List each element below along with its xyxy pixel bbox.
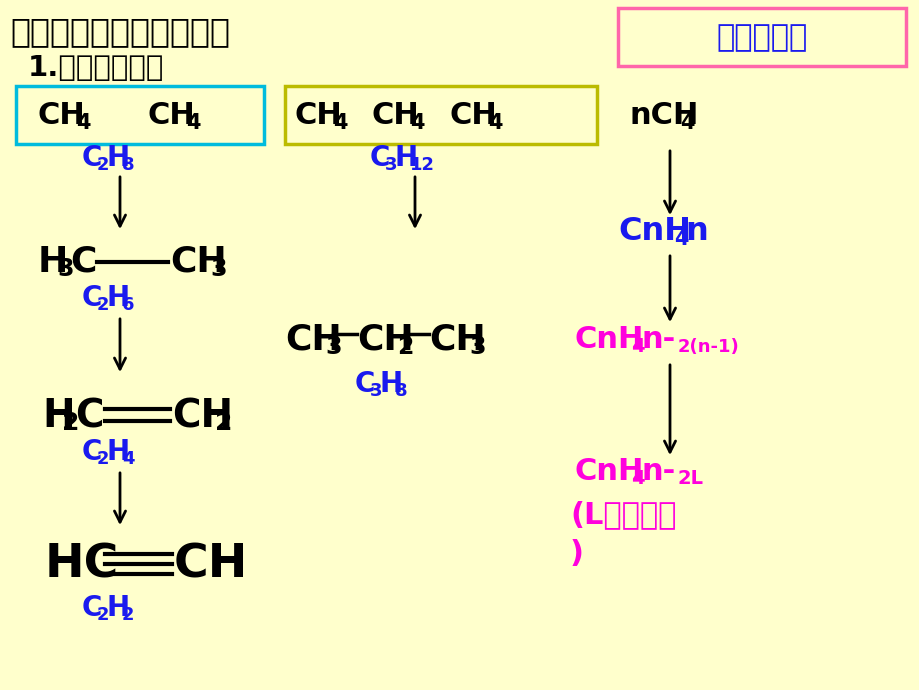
Text: 4: 4	[333, 113, 347, 133]
Text: H: H	[380, 370, 403, 398]
Text: 4: 4	[487, 113, 502, 133]
Text: 4: 4	[679, 113, 694, 133]
Text: 2(n-1): 2(n-1)	[677, 338, 739, 356]
Text: 2: 2	[62, 411, 79, 435]
Text: C: C	[82, 594, 102, 622]
Text: 2: 2	[215, 411, 233, 435]
Text: 2: 2	[122, 606, 134, 624]
Text: CnH: CnH	[574, 457, 643, 486]
Text: CH: CH	[148, 101, 196, 130]
Text: ): )	[570, 538, 584, 567]
Text: 12: 12	[410, 156, 435, 174]
Text: H: H	[107, 284, 130, 312]
Text: n-: n-	[641, 326, 675, 355]
Text: 8: 8	[394, 382, 407, 400]
Text: CH: CH	[449, 101, 497, 130]
Text: CH: CH	[174, 542, 248, 587]
Text: nCH: nCH	[630, 101, 698, 130]
Text: H: H	[107, 438, 130, 466]
Text: 4: 4	[76, 113, 90, 133]
Text: 6: 6	[122, 296, 134, 314]
Text: n: n	[685, 217, 707, 248]
Text: 2L: 2L	[677, 469, 703, 489]
Text: H: H	[42, 397, 74, 435]
Bar	[16, 86, 264, 144]
Bar	[618, 8, 905, 66]
Text: CnH: CnH	[618, 217, 690, 248]
Text: CH: CH	[428, 323, 485, 357]
Text: 2: 2	[96, 296, 109, 314]
Text: CH: CH	[285, 323, 341, 357]
Text: CH: CH	[170, 245, 226, 279]
Text: H: H	[107, 144, 130, 172]
Text: C: C	[82, 284, 102, 312]
Text: 4: 4	[630, 337, 644, 357]
Text: 4: 4	[630, 469, 644, 489]
Text: H: H	[38, 245, 68, 279]
Text: 8: 8	[122, 156, 134, 174]
Text: 4: 4	[186, 113, 200, 133]
Text: 点线法通式: 点线法通式	[716, 23, 807, 52]
Text: CH: CH	[295, 101, 343, 130]
Text: 3: 3	[369, 382, 382, 400]
Text: H: H	[394, 144, 417, 172]
Text: CnH: CnH	[574, 326, 643, 355]
Text: (L表示线数: (L表示线数	[570, 500, 675, 529]
Text: CH: CH	[172, 397, 233, 435]
Text: 2: 2	[96, 450, 109, 468]
Text: C: C	[70, 245, 96, 279]
Text: CH: CH	[371, 101, 419, 130]
Text: HC: HC	[45, 542, 119, 587]
Text: 2: 2	[96, 156, 109, 174]
Text: 一、利用四键归纳大通式: 一、利用四键归纳大通式	[10, 15, 230, 48]
Text: 4: 4	[122, 450, 134, 468]
Text: 1.只含碳氢元素: 1.只含碳氢元素	[28, 54, 165, 82]
Text: 3: 3	[210, 257, 226, 281]
Text: C: C	[82, 144, 102, 172]
Text: 3: 3	[384, 156, 397, 174]
Text: 4: 4	[410, 113, 424, 133]
Text: n-: n-	[641, 457, 675, 486]
Text: H: H	[107, 594, 130, 622]
Text: 3: 3	[57, 257, 74, 281]
Text: C: C	[82, 438, 102, 466]
Text: 3: 3	[469, 335, 485, 359]
Text: CH: CH	[357, 323, 414, 357]
Text: 4: 4	[674, 229, 687, 249]
Text: C: C	[75, 397, 103, 435]
Text: 3: 3	[324, 335, 341, 359]
Text: CH: CH	[38, 101, 85, 130]
Text: C: C	[369, 144, 390, 172]
Text: C: C	[355, 370, 375, 398]
Text: 2: 2	[96, 606, 109, 624]
Text: 2: 2	[397, 335, 413, 359]
Bar	[285, 86, 596, 144]
